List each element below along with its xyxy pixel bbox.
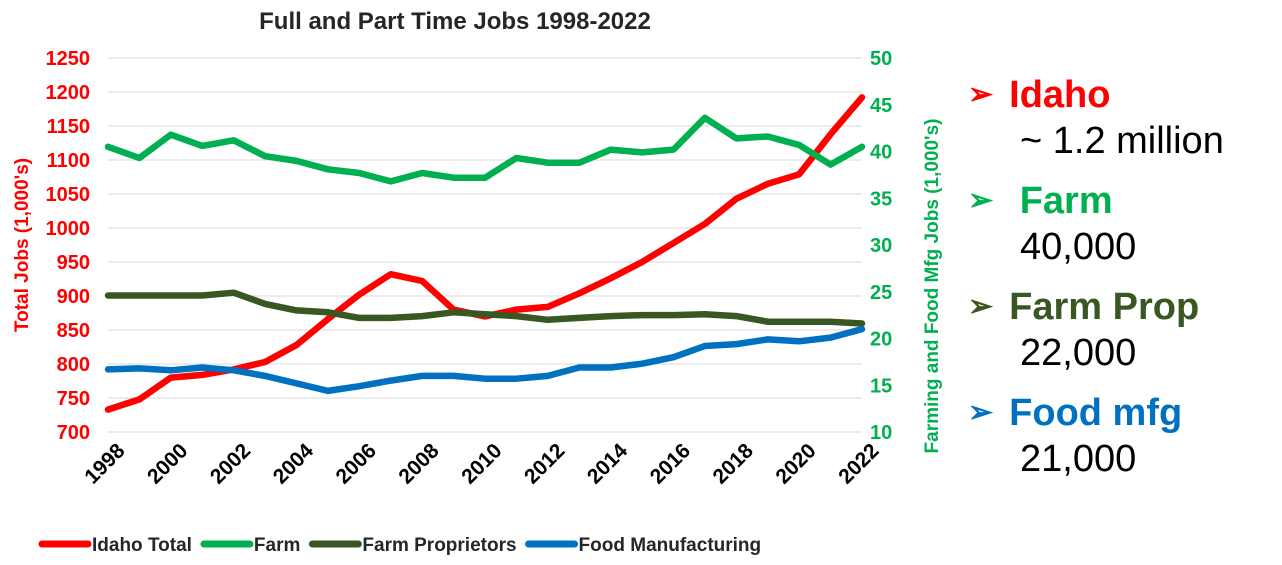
legend-item-food-manufacturing: Food Manufacturing [525,535,762,556]
bullet-label: Idaho [1009,74,1111,116]
left-tick-label: 1200 [46,82,91,104]
left-tick-label: 1250 [46,48,91,70]
left-tick-label: 950 [57,252,90,274]
bullet-value: 22,000 [1020,332,1137,374]
gridlines [108,57,862,433]
chart-title: Full and Part Time Jobs 1998-2022 [259,8,651,35]
left-tick-label: 1150 [47,116,90,138]
bullet-value: 40,000 [1020,226,1137,268]
right-tick-label: 30 [870,235,892,257]
right-tick-label: 10 [870,422,892,444]
legend-item-farm: Farm [200,535,300,556]
bullet-label: Farm [1009,180,1113,222]
left-tick-label: 850 [57,320,90,342]
left-tick-label: 1100 [47,150,90,172]
left-axis-label: Total Jobs (1,000's) [12,158,33,332]
bullet-idaho: ➢ Idaho ~ 1.2 million [968,72,1278,164]
x-tick-label: 2018 [709,439,759,489]
series-line-farm [104,114,866,185]
arrow-bullet-icon: ➢ [968,184,994,217]
series-lines [104,94,866,413]
legend: Idaho Total Farm Farm Proprietors Food Manu… [38,535,762,556]
bullet-farm: ➢ Farm 40,000 [968,178,1278,270]
left-tick-label: 900 [57,286,90,308]
right-axis-ticks: 50 45 40 35 30 25 20 15 10 [870,48,892,444]
x-tick-label: 1998 [80,439,130,489]
arrow-bullet-icon: ➢ [968,396,994,429]
series-line-food-manufacturing [104,325,866,395]
left-tick-label: 750 [57,388,90,410]
right-tick-label: 45 [870,95,892,117]
legend-label: Farm Proprietors [362,535,516,556]
left-axis-ticks: 1250 1200 1150 1100 1050 1000 950 900 850 800 750 7… [46,48,91,444]
x-tick-label: 2014 [583,439,633,489]
legend-label: Food Manufacturing [579,535,762,556]
x-tick-label: 2010 [457,439,506,488]
x-tick-label: 2000 [143,439,192,488]
bullet-value: 21,000 [1020,438,1137,480]
line-chart: Full and Part Time Jobs 1998-2022 125012… [12,8,943,556]
bullet-label: Farm Prop [1009,286,1200,328]
bullet-label: Food mfg [1009,392,1183,434]
right-tick-label: 50 [870,48,892,70]
x-axis-ticks: 1998 2000 2002 2004 2006 2008 2010 2012 2014 2016… [80,439,883,489]
left-tick-label: 1050 [46,184,91,206]
x-tick-label: 2006 [332,439,381,488]
x-tick-label: 2004 [269,439,319,489]
x-tick-label: 2008 [394,439,444,489]
right-tick-label: 40 [870,142,892,164]
x-tick-label: 2020 [771,439,820,488]
x-tick-label: 2022 [834,439,883,488]
bullet-value: ~ 1.2 million [1020,120,1224,162]
x-tick-label: 2002 [206,439,255,488]
legend-label: Farm [254,535,300,556]
legend-item-farm-proprietors: Farm Proprietors [308,535,517,556]
summary-bullets: ➢ Idaho ~ 1.2 million ➢ Farm 40,000 ➢ Fa… [968,72,1278,496]
right-tick-label: 15 [870,375,892,397]
arrow-bullet-icon: ➢ [968,290,994,323]
right-tick-label: 20 [870,329,892,351]
left-tick-label: 1000 [46,218,91,240]
x-tick-label: 2012 [520,439,569,488]
legend-item-idaho-total: Idaho Total [38,535,192,556]
right-tick-label: 25 [870,282,892,304]
x-tick-label: 2016 [646,439,695,488]
right-tick-label: 35 [870,188,892,210]
bullet-food-mfg: ➢ Food mfg 21,000 [968,390,1278,482]
series-line-farm-proprietors [104,289,866,327]
arrow-bullet-icon: ➢ [968,78,994,111]
legend-label: Idaho Total [92,535,192,556]
bullet-farm-prop: ➢ Farm Prop 22,000 [968,284,1278,376]
left-tick-label: 800 [57,354,90,376]
right-axis-label: Farming and Food Mfg Jobs (1,000's) [922,119,943,454]
left-tick-label: 700 [57,422,90,444]
